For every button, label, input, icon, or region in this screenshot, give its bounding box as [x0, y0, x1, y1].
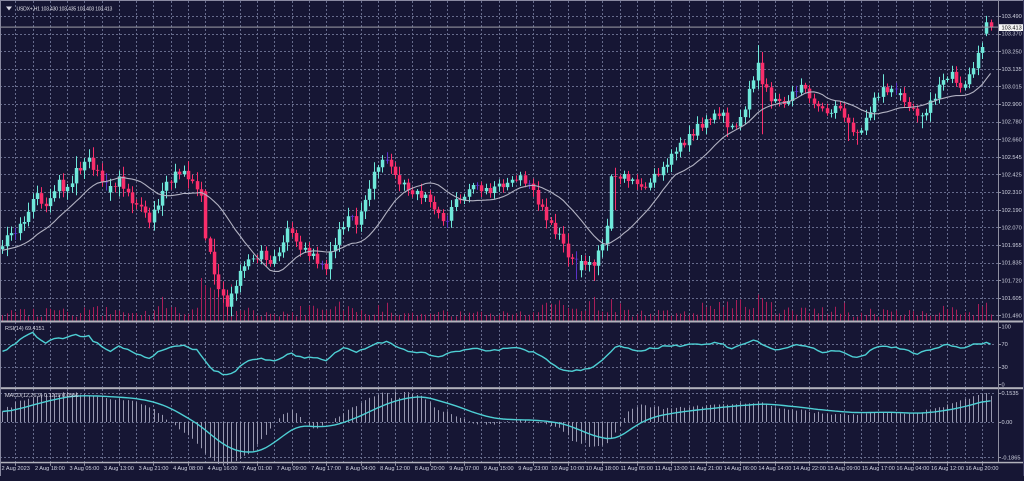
svg-text:RSI(14) 69.4151: RSI(14) 69.4151	[5, 326, 45, 332]
svg-text:11 Aug 05:00: 11 Aug 05:00	[620, 466, 653, 472]
svg-text:103.015: 103.015	[1002, 85, 1022, 91]
svg-text:70: 70	[1002, 342, 1008, 348]
svg-text:102.190: 102.190	[1002, 208, 1022, 214]
svg-text:14 Aug 06:00: 14 Aug 06:00	[724, 466, 757, 472]
svg-text:8 Aug 04:00: 8 Aug 04:00	[346, 466, 376, 472]
svg-text:3 Aug 21:00: 3 Aug 21:00	[139, 466, 169, 472]
svg-text:3 Aug 13:00: 3 Aug 13:00	[104, 466, 134, 472]
svg-text:0.00: 0.00	[1002, 420, 1013, 426]
svg-text:102.310: 102.310	[1002, 190, 1022, 196]
svg-text:2 Aug 18:00: 2 Aug 18:00	[35, 466, 65, 472]
svg-text:30: 30	[1002, 365, 1008, 371]
svg-text:-0.1865: -0.1865	[1002, 456, 1021, 462]
svg-text:102.660: 102.660	[1002, 137, 1022, 143]
svg-text:100: 100	[1002, 325, 1011, 331]
svg-text:101.605: 101.605	[1002, 296, 1022, 302]
svg-text:9 Aug 07:00: 9 Aug 07:00	[449, 466, 479, 472]
svg-text:14 Aug 22:00: 14 Aug 22:00	[793, 466, 826, 472]
svg-text:14 Aug 14:00: 14 Aug 14:00	[758, 466, 791, 472]
svg-text:11 Aug 21:00: 11 Aug 21:00	[690, 466, 723, 472]
svg-text:103.413: 103.413	[1002, 26, 1022, 32]
svg-text:103.370: 103.370	[1002, 32, 1022, 38]
svg-text:16 Aug 12:00: 16 Aug 12:00	[931, 466, 964, 472]
svg-text:16 Aug 20:00: 16 Aug 20:00	[965, 466, 998, 472]
svg-text:15 Aug 09:00: 15 Aug 09:00	[827, 466, 860, 472]
svg-text:4 Aug 08:00: 4 Aug 08:00	[173, 466, 203, 472]
svg-text:15 Aug 17:00: 15 Aug 17:00	[862, 466, 895, 472]
svg-text:8 Aug 12:00: 8 Aug 12:00	[380, 466, 410, 472]
svg-text:101.490: 101.490	[1002, 314, 1022, 320]
svg-text:103.250: 103.250	[1002, 49, 1022, 55]
svg-text:101.720: 101.720	[1002, 278, 1022, 284]
svg-text:103.135: 103.135	[1002, 67, 1022, 73]
svg-text:102.425: 102.425	[1002, 173, 1022, 179]
svg-text:11 Aug 13:00: 11 Aug 13:00	[655, 466, 688, 472]
svg-text:101.835: 101.835	[1002, 261, 1022, 267]
svg-text:3 Aug 05:00: 3 Aug 05:00	[70, 466, 100, 472]
svg-text:101.955: 101.955	[1002, 243, 1022, 249]
svg-text:102.070: 102.070	[1002, 225, 1022, 231]
svg-text:10 Aug 10:00: 10 Aug 10:00	[551, 466, 584, 472]
svg-text:0: 0	[1002, 382, 1005, 388]
svg-text:102.780: 102.780	[1002, 120, 1022, 126]
svg-text:9 Aug 15:00: 9 Aug 15:00	[484, 466, 514, 472]
svg-text:103.490: 103.490	[1002, 14, 1022, 20]
svg-text:8 Aug 20:00: 8 Aug 20:00	[415, 466, 445, 472]
svg-text:10 Aug 18:00: 10 Aug 18:00	[586, 466, 619, 472]
svg-text:7 Aug 01:00: 7 Aug 01:00	[242, 466, 272, 472]
svg-text:9 Aug 23:00: 9 Aug 23:00	[518, 466, 548, 472]
svg-text:0.1535: 0.1535	[1002, 391, 1019, 397]
svg-text:16 Aug 04:00: 16 Aug 04:00	[896, 466, 929, 472]
svg-text:102.545: 102.545	[1002, 155, 1022, 161]
svg-text:2 Aug 2023: 2 Aug 2023	[2, 466, 30, 472]
svg-text:4 Aug 16:00: 4 Aug 16:00	[208, 466, 238, 472]
svg-text:7 Aug 17:00: 7 Aug 17:00	[311, 466, 341, 472]
svg-text:102.900: 102.900	[1002, 102, 1022, 108]
svg-text:USDX+,H1 103.430 103.435 103.: USDX+,H1 103.430 103.435 103.403 103.413	[17, 7, 113, 13]
svg-text:MACD(12,26,9) 0.1219 0.0556: MACD(12,26,9) 0.1219 0.0556	[5, 393, 79, 399]
svg-text:7 Aug 09:00: 7 Aug 09:00	[277, 466, 307, 472]
